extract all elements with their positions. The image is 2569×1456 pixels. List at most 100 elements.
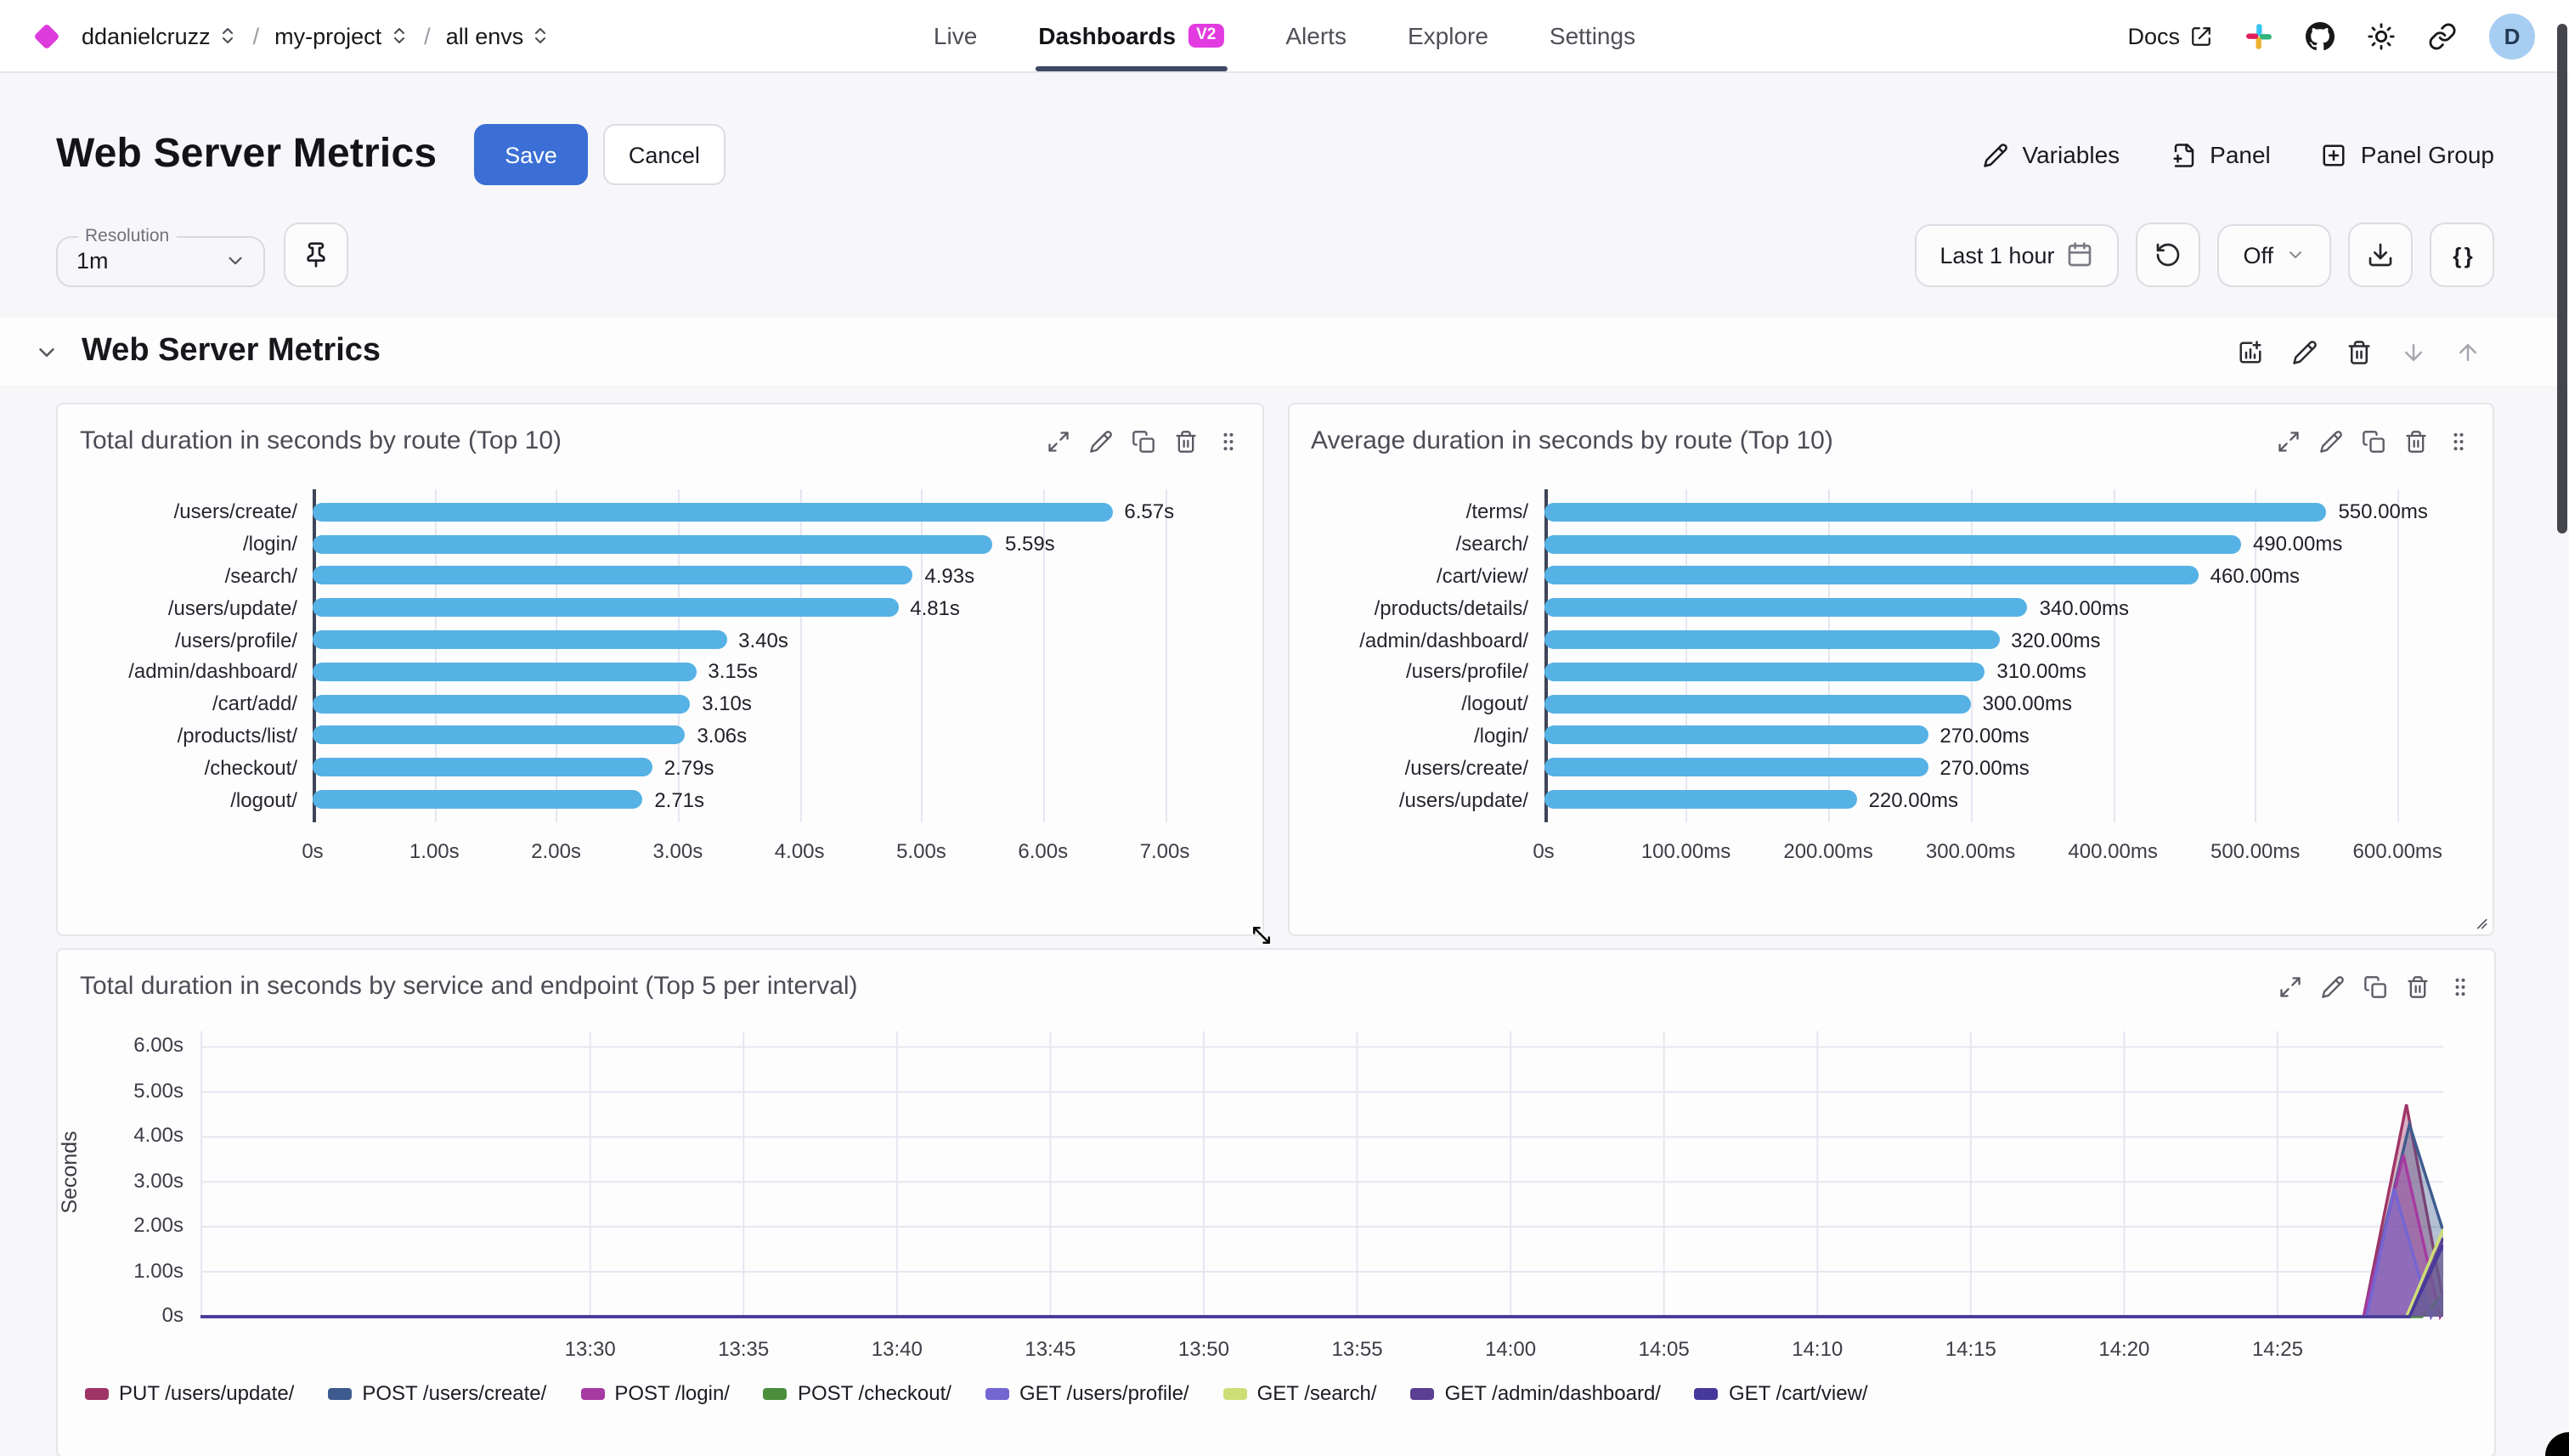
bar-chart-average-duration[interactable]: /terms/550.00ms/search/490.00ms/cart/vie… — [1289, 489, 2493, 870]
download-icon — [2367, 241, 2394, 268]
time-series-chart[interactable]: Seconds PUT /users/update/POST /users/cr… — [58, 1001, 2494, 1436]
nav-item-live[interactable]: Live — [934, 0, 977, 71]
legend-item[interactable]: POST /checkout/ — [763, 1381, 951, 1405]
nav-item-dashboards[interactable]: Dashboards V2 — [1035, 0, 1228, 71]
drag-handle-icon[interactable] — [1216, 429, 1239, 453]
bar — [1544, 566, 2199, 585]
bar-row: /search/4.93s — [58, 560, 1262, 592]
bar — [313, 630, 727, 650]
edit-icon[interactable] — [2321, 974, 2345, 998]
bar-value-label: 270.00ms — [1939, 723, 2030, 748]
edit-icon[interactable] — [1088, 429, 1112, 453]
panel-icon-actions — [2277, 429, 2470, 453]
brand-logo-icon[interactable] — [33, 22, 60, 49]
page-scrollbar-thumb[interactable] — [2557, 24, 2567, 533]
refresh-button[interactable] — [2136, 223, 2201, 287]
add-panel-group-button[interactable]: Panel Group — [2322, 141, 2494, 168]
bar-category-label: /admin/dashboard/ — [128, 659, 297, 684]
breadcrumb-project-selector[interactable]: my-project — [274, 23, 409, 48]
bar-row: /products/details/340.00ms — [1289, 592, 2493, 624]
theme-sun-icon[interactable] — [2367, 21, 2396, 50]
nav-item-alerts[interactable]: Alerts — [1285, 0, 1347, 71]
legend-item[interactable]: PUT /users/update/ — [85, 1381, 294, 1405]
bar-category-label: /checkout/ — [204, 755, 297, 780]
legend-item[interactable]: POST /login/ — [580, 1381, 730, 1405]
legend-swatch — [85, 1387, 109, 1399]
legend-item[interactable]: GET /cart/view/ — [1694, 1381, 1868, 1405]
x-axis: 0s 1.00s 2.00s 3.00s 4.00s 5.00s 6.00s 7.00s — [302, 838, 1238, 870]
area-series-line — [200, 1119, 2443, 1318]
cancel-button[interactable]: Cancel — [602, 124, 726, 185]
download-button[interactable] — [2348, 223, 2413, 287]
user-avatar[interactable]: D — [2489, 13, 2535, 59]
resize-grip-icon[interactable] — [2472, 914, 2489, 931]
bar — [313, 790, 643, 810]
drag-handle-icon[interactable] — [2448, 974, 2472, 998]
collapse-chevron-icon[interactable] — [34, 339, 59, 364]
move-down-icon[interactable] — [2401, 339, 2426, 364]
legend-label: GET /admin/dashboard/ — [1444, 1381, 1661, 1405]
area-chart-plot[interactable] — [200, 1031, 2443, 1327]
bar-chart-total-duration[interactable]: /users/create/6.57s/login/5.59s/search/4… — [58, 489, 1262, 870]
breadcrumb-org-selector[interactable]: ddanielcruzz — [82, 23, 238, 48]
duplicate-icon[interactable] — [1131, 429, 1155, 453]
resolution-select[interactable]: Resolution 1m — [56, 226, 265, 287]
legend-item[interactable]: GET /search/ — [1222, 1381, 1377, 1405]
time-range-button[interactable]: Last 1 hour — [1914, 223, 2120, 286]
delete-icon[interactable] — [2406, 974, 2430, 998]
pin-button[interactable] — [284, 223, 348, 287]
variables-label: Variables — [2022, 141, 2120, 168]
edit-icon[interactable] — [2292, 339, 2318, 364]
duplicate-icon[interactable] — [2362, 429, 2386, 453]
share-link-icon[interactable] — [2428, 21, 2457, 50]
bar — [1544, 758, 1928, 777]
nav-item-settings[interactable]: Settings — [1550, 0, 1635, 71]
panel-icon-actions — [2278, 974, 2472, 998]
github-icon[interactable] — [2306, 21, 2335, 50]
area-series-line — [200, 1237, 2443, 1318]
braces-icon: { } — [2453, 242, 2472, 268]
delete-icon[interactable] — [2404, 429, 2428, 453]
docs-link[interactable]: Docs — [2127, 23, 2212, 48]
x-axis-tick-label: 7.00s — [1139, 838, 1190, 863]
delete-icon[interactable] — [2346, 339, 2372, 364]
move-up-icon[interactable] — [2455, 339, 2481, 364]
x-axis-tick-label: 500.00ms — [2210, 838, 2301, 863]
bar — [1544, 694, 1971, 714]
expand-icon[interactable] — [1046, 429, 1070, 453]
bar-category-label: /terms/ — [1465, 499, 1528, 524]
bar-value-label: 270.00ms — [1939, 755, 2030, 780]
legend-swatch — [328, 1387, 353, 1399]
panel-group-header: Web Server Metrics — [0, 318, 2569, 386]
legend-item[interactable]: POST /users/create/ — [328, 1381, 546, 1405]
bar-chart-rows: /users/create/6.57s/login/5.59s/search/4… — [58, 489, 1262, 822]
expand-icon[interactable] — [2278, 974, 2302, 998]
add-chart-icon[interactable] — [2238, 339, 2263, 364]
duplicate-icon[interactable] — [2363, 974, 2387, 998]
slack-icon[interactable] — [2244, 21, 2273, 50]
panel-duration-by-service-endpoint: Total duration in seconds by service and… — [56, 948, 2496, 1456]
breadcrumb-env-label: all envs — [445, 23, 524, 48]
nav-item-explore[interactable]: Explore — [1408, 0, 1488, 71]
calendar-icon — [2066, 241, 2093, 268]
legend-item[interactable]: GET /users/profile/ — [985, 1381, 1189, 1405]
legend-item[interactable]: GET /admin/dashboard/ — [1410, 1381, 1661, 1405]
save-button[interactable]: Save — [474, 124, 588, 185]
bar-row: /users/update/220.00ms — [1289, 783, 2493, 815]
add-panel-button[interactable]: Panel — [2171, 141, 2271, 168]
area-series-line — [200, 1244, 2443, 1318]
area-series-line — [200, 1228, 2443, 1318]
bar — [313, 662, 697, 681]
delete-icon[interactable] — [1173, 429, 1197, 453]
json-button[interactable]: { } — [2430, 223, 2494, 287]
bar-category-label: /cart/add/ — [212, 691, 297, 716]
bar — [313, 566, 913, 585]
edit-icon[interactable] — [2319, 429, 2343, 453]
auto-refresh-select[interactable]: Off — [2217, 223, 2331, 286]
time-controls: Last 1 hour Off { } — [1914, 223, 2494, 287]
x-axis-tick-label: 300.00ms — [1925, 838, 2016, 863]
variables-button[interactable]: Variables — [1984, 141, 2120, 168]
breadcrumb-env-selector[interactable]: all envs — [446, 23, 551, 48]
drag-handle-icon[interactable] — [2447, 429, 2470, 453]
expand-icon[interactable] — [2277, 429, 2301, 453]
